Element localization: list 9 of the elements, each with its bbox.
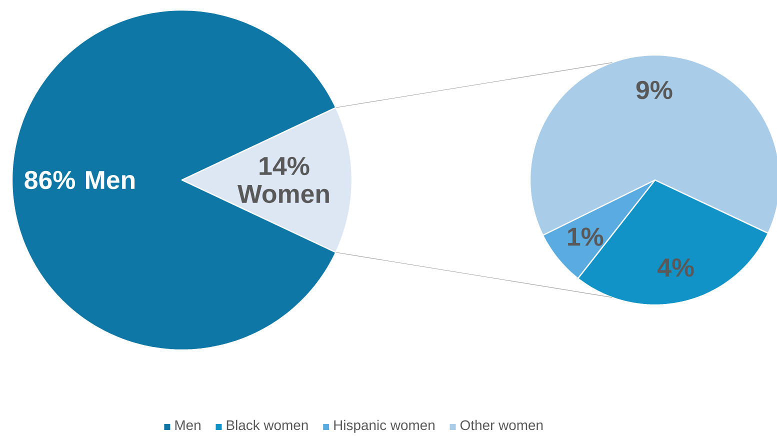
data-label: 4% — [657, 258, 694, 277]
legend-label: Hispanic women — [334, 420, 434, 433]
legend-label: Men — [175, 420, 200, 430]
legend-label: Other women — [460, 420, 543, 430]
data-label: 86% Men — [24, 170, 135, 190]
data-label: 9% — [636, 80, 672, 100]
legend-label: Black women — [226, 420, 308, 430]
data-label: 1% — [568, 228, 604, 246]
data-label: 14% Women — [238, 156, 329, 204]
